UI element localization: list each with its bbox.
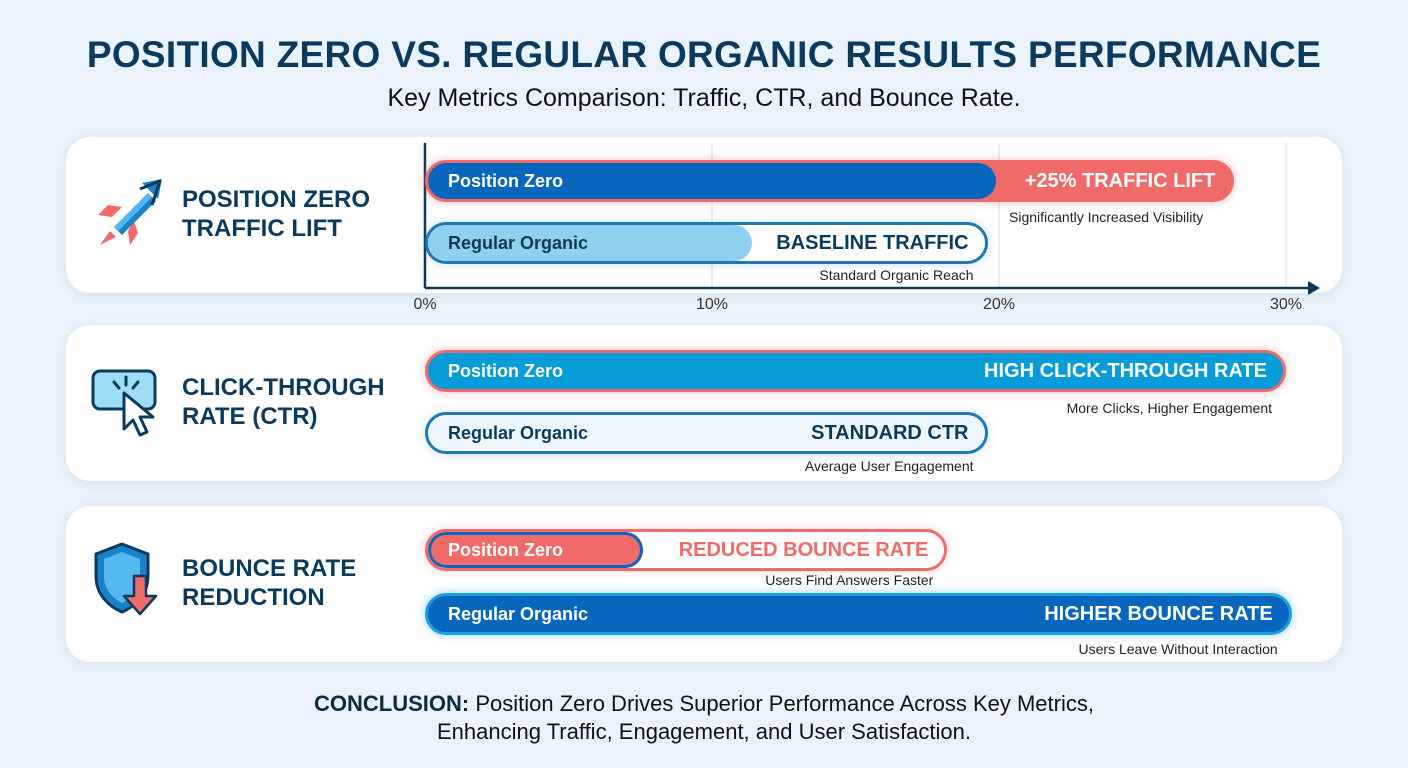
x-tick-label: 30% bbox=[1269, 296, 1303, 313]
bar: Position Zero REDUCED BOUNCE RATE bbox=[425, 529, 948, 571]
bar-status-label: REDUCED BOUNCE RATE bbox=[678, 539, 929, 561]
metric-label-line2: TRAFFIC LIFT bbox=[182, 215, 342, 242]
shield-down-arrow-icon bbox=[94, 542, 158, 616]
bar-fill bbox=[428, 163, 996, 199]
bar-fill bbox=[428, 532, 643, 568]
bar: Position Zero HIGH CLICK-THROUGH RATE bbox=[425, 350, 1286, 392]
bar-fill bbox=[428, 225, 753, 261]
bar-note: Users Leave Without Interaction bbox=[1078, 641, 1278, 657]
bar-fill bbox=[428, 353, 1283, 389]
bar-series-name: Regular Organic bbox=[448, 604, 589, 624]
bar: Position Zero +25% TRAFFIC LIFT bbox=[425, 160, 1235, 202]
bar-status-label: HIGH CLICK-THROUGH RATE bbox=[984, 360, 1267, 382]
metric-label-line2: RATE (CTR) bbox=[182, 403, 318, 430]
metric-label-line2: REDUCTION bbox=[182, 584, 325, 611]
conclusion-line1: Position Zero Drives Superior Performanc… bbox=[469, 691, 1094, 716]
cursor-click-icon bbox=[91, 369, 157, 437]
bar: Regular Organic BASELINE TRAFFIC bbox=[425, 222, 988, 264]
bar-series-name: Position Zero bbox=[448, 171, 564, 191]
bar-note: Average User Engagement bbox=[804, 458, 974, 474]
bar-series-name: Position Zero bbox=[448, 361, 564, 381]
chart-subtitle: Key Metrics Comparison: Traffic, CTR, an… bbox=[387, 84, 1021, 112]
bar-status-label: BASELINE TRAFFIC bbox=[776, 232, 969, 254]
x-tick-label: 20% bbox=[982, 296, 1016, 313]
bar-note: Standard Organic Reach bbox=[819, 267, 974, 283]
metric-label-ctr: CLICK-THROUGH RATE (CTR) bbox=[182, 373, 385, 431]
bar-note: More Clicks, Higher Engagement bbox=[1066, 400, 1272, 416]
conclusion: CONCLUSION: Position Zero Drives Superio… bbox=[0, 690, 1408, 746]
rocket-icon bbox=[98, 179, 162, 245]
bar-note: Significantly Increased Visibility bbox=[1009, 209, 1204, 225]
bar-note: Users Find Answers Faster bbox=[765, 572, 934, 588]
bar-fill bbox=[428, 415, 985, 451]
metric-label-bounce: BOUNCE RATE REDUCTION bbox=[182, 554, 356, 612]
bar-status-label: HIGHER BOUNCE RATE bbox=[1044, 603, 1273, 625]
bar: Regular Organic HIGHER BOUNCE RATE bbox=[425, 593, 1292, 635]
conclusion-lead: CONCLUSION: bbox=[314, 691, 470, 716]
chart-title: POSITION ZERO VS. REGULAR ORGANIC RESULT… bbox=[86, 34, 1322, 75]
bar-series-name: Regular Organic bbox=[448, 423, 589, 443]
x-tick-label: 10% bbox=[695, 296, 729, 313]
metric-label-traffic: POSITION ZERO TRAFFIC LIFT bbox=[182, 185, 370, 243]
bar-fill bbox=[428, 596, 1283, 632]
metric-label-line1: CLICK-THROUGH bbox=[182, 374, 385, 401]
bar: Regular Organic STANDARD CTR bbox=[425, 412, 988, 454]
bar-status-label: +25% TRAFFIC LIFT bbox=[1024, 170, 1216, 192]
metric-label-line1: BOUNCE RATE bbox=[182, 555, 357, 582]
metric-label-line1: POSITION ZERO bbox=[182, 186, 371, 213]
conclusion-line2: Enhancing Traffic, Engagement, and User … bbox=[436, 719, 971, 744]
bar-series-name: Position Zero bbox=[448, 540, 564, 560]
bar-series-name: Regular Organic bbox=[448, 233, 589, 253]
x-tick-label: 0% bbox=[413, 296, 437, 313]
bar-status-label: STANDARD CTR bbox=[811, 422, 969, 444]
